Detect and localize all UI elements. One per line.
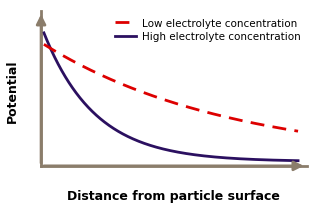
Text: Potential: Potential bbox=[5, 59, 18, 122]
Legend: Low electrolyte concentration, High electrolyte concentration: Low electrolyte concentration, High elec… bbox=[114, 18, 301, 43]
Text: Distance from particle surface: Distance from particle surface bbox=[67, 189, 280, 202]
